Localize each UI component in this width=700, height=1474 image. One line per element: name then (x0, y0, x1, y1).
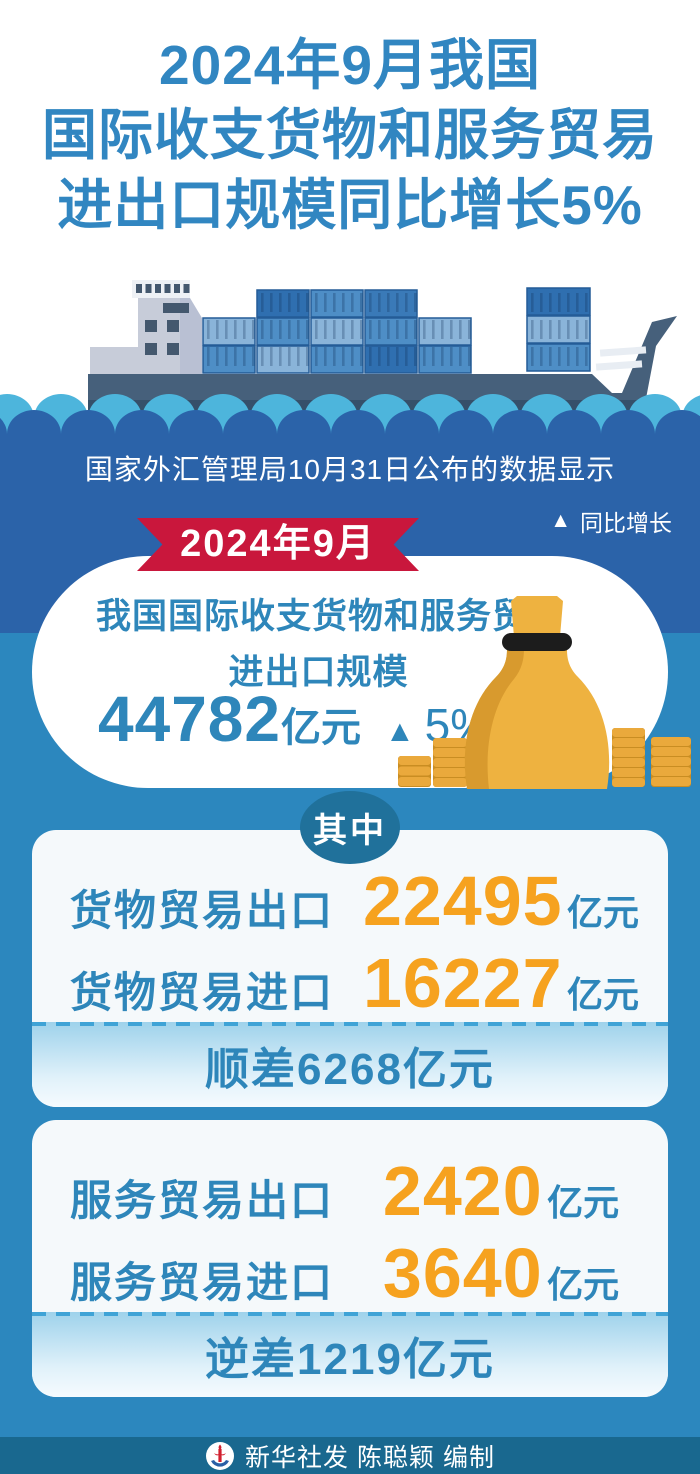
goods-import-value: 16227 (362, 944, 563, 1022)
table-row: 服务贸易进口 3640 亿元 (32, 1238, 668, 1308)
services-export-value: 2420 (382, 1152, 543, 1230)
services-import-value-group: 3640 亿元 (334, 1238, 668, 1308)
title-line-2: 国际收支货物和服务贸易 (41, 104, 658, 166)
title-line-3: 进出口规模同比增长5% (57, 174, 643, 236)
goods-export-value-group: 22495 亿元 (334, 866, 668, 936)
goods-export-label: 货物贸易出口 (70, 887, 335, 934)
waves-icon (0, 394, 700, 464)
services-balance-text: 逆差1219亿元 (205, 1334, 495, 1384)
coin-stacks (398, 728, 691, 787)
services-rows: 服务贸易出口 2420 亿元 服务贸易进口 3640 亿元 (32, 1120, 668, 1328)
credit-footer: 新华社发 陈聪颖 编制 (0, 1437, 700, 1474)
services-trade-card: 服务贸易出口 2420 亿元 服务贸易进口 3640 亿元 逆差1219亿元 (32, 1120, 668, 1397)
services-export-value-group: 2420 亿元 (334, 1156, 668, 1226)
goods-balance-text: 顺差6268亿元 (205, 1044, 495, 1094)
goods-export-unit: 亿元 (567, 892, 640, 933)
services-export-label: 服务贸易出口 (70, 1177, 335, 1224)
xinhua-logo-icon (206, 1441, 235, 1470)
goods-import-value-group: 16227 亿元 (334, 948, 668, 1018)
up-triangle-icon: ▲ (550, 509, 571, 532)
summary-total-value: 44782 (98, 683, 281, 755)
services-import-label: 服务贸易进口 (70, 1259, 335, 1306)
services-export-unit: 亿元 (547, 1182, 620, 1223)
goods-import-unit: 亿元 (567, 974, 640, 1015)
period-ribbon: 2024年9月 (137, 518, 419, 571)
table-row: 服务贸易出口 2420 亿元 (32, 1156, 668, 1226)
services-import-value: 3640 (382, 1234, 543, 1312)
among-badge: 其中 (300, 791, 400, 864)
title-line-1: 2024年9月我国 (159, 34, 541, 96)
summary-scope-line2: 进出口规模 (228, 653, 409, 692)
up-triangle-icon: ▲ (384, 715, 415, 748)
yoy-legend-label: 同比增长 (580, 510, 672, 536)
data-source-text: 国家外汇管理局10月31日公布的数据显示 (84, 454, 616, 485)
services-balance-footer: 逆差1219亿元 (32, 1312, 668, 1397)
goods-export-value: 22495 (362, 862, 563, 940)
goods-import-label: 货物贸易进口 (70, 969, 335, 1016)
table-row: 货物贸易出口 22495 亿元 (32, 866, 668, 936)
services-import-unit: 亿元 (547, 1264, 620, 1305)
goods-trade-card: 货物贸易出口 22495 亿元 货物贸易进口 16227 亿元 顺差6268亿元 (32, 830, 668, 1107)
summary-unit: 亿元 (280, 706, 361, 750)
goods-rows: 货物贸易出口 22495 亿元 货物贸易进口 16227 亿元 (32, 830, 668, 1038)
yoy-legend: ▲ 同比增长 (550, 504, 672, 538)
goods-balance-footer: 顺差6268亿元 (32, 1022, 668, 1107)
credit-text: 新华社发 陈聪颖 编制 (245, 1443, 495, 1472)
page-title: 2024年9月我国 国际收支货物和服务贸易 进出口规模同比增长5% (0, 30, 700, 240)
table-row: 货物贸易进口 16227 亿元 (32, 948, 668, 1018)
money-bag-icon (398, 596, 691, 789)
summary-scope-line1: 我国国际收支货物和服务贸易 (96, 597, 565, 636)
